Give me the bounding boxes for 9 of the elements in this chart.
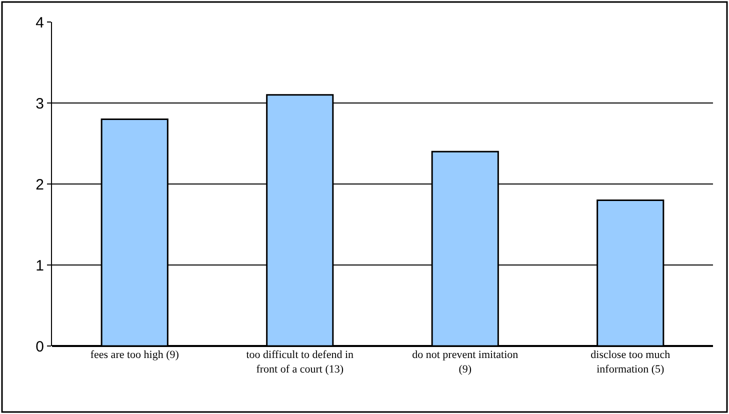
y-tick-label: 0 [36,338,44,356]
y-tick-label: 1 [36,257,44,274]
x-tick-label: fees are too high (9) [90,349,180,361]
y-tick-label: 2 [36,176,44,194]
x-tick-label: too difficult to defend in front of a court (13) [246,349,354,376]
x-tick-label: do not prevent imitation (9) [412,349,519,376]
y-tick-label: 4 [36,14,44,32]
x-tick-label: disclose too much information (5) [590,349,671,376]
y-tick-label: 3 [36,95,44,112]
